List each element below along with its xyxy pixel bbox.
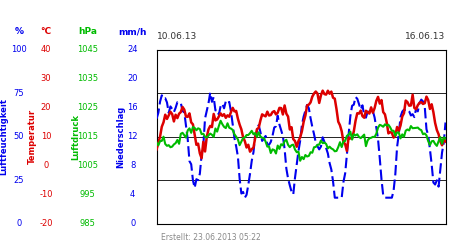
Text: 20: 20 (40, 104, 51, 112)
Text: Luftfeuchtigkeit: Luftfeuchtigkeit (0, 98, 8, 176)
Text: 1025: 1025 (77, 104, 98, 112)
Text: mm/h: mm/h (118, 27, 147, 36)
Text: 75: 75 (14, 89, 24, 98)
Text: -10: -10 (39, 190, 53, 199)
Text: 25: 25 (14, 176, 24, 185)
Text: 985: 985 (80, 219, 96, 228)
Text: 10.06.13: 10.06.13 (157, 32, 197, 41)
Text: 24: 24 (127, 46, 138, 54)
Text: -20: -20 (39, 219, 53, 228)
Text: 0: 0 (16, 219, 22, 228)
Text: 1005: 1005 (77, 161, 98, 170)
Text: 12: 12 (127, 132, 138, 141)
Text: 20: 20 (127, 74, 138, 84)
Text: %: % (14, 27, 23, 36)
Text: 8: 8 (130, 161, 135, 170)
Text: 0: 0 (130, 219, 135, 228)
Text: 50: 50 (14, 132, 24, 141)
Text: 1015: 1015 (77, 132, 98, 141)
Text: 4: 4 (130, 190, 135, 199)
Text: Temperatur: Temperatur (28, 109, 37, 164)
Text: 1045: 1045 (77, 46, 98, 54)
Text: 16: 16 (127, 104, 138, 112)
Text: 40: 40 (40, 46, 51, 54)
Text: 0: 0 (43, 161, 49, 170)
Text: Luftdruck: Luftdruck (71, 114, 80, 160)
Text: 10: 10 (40, 132, 51, 141)
Text: °C: °C (40, 27, 51, 36)
Text: 16.06.13: 16.06.13 (405, 32, 446, 41)
Text: hPa: hPa (78, 27, 97, 36)
Text: Niederschlag: Niederschlag (116, 106, 125, 168)
Text: 100: 100 (11, 46, 27, 54)
Text: 995: 995 (80, 190, 95, 199)
Text: 1035: 1035 (77, 74, 98, 84)
Text: 30: 30 (40, 74, 51, 84)
Text: Erstellt: 23.06.2013 05:22: Erstellt: 23.06.2013 05:22 (161, 234, 261, 242)
